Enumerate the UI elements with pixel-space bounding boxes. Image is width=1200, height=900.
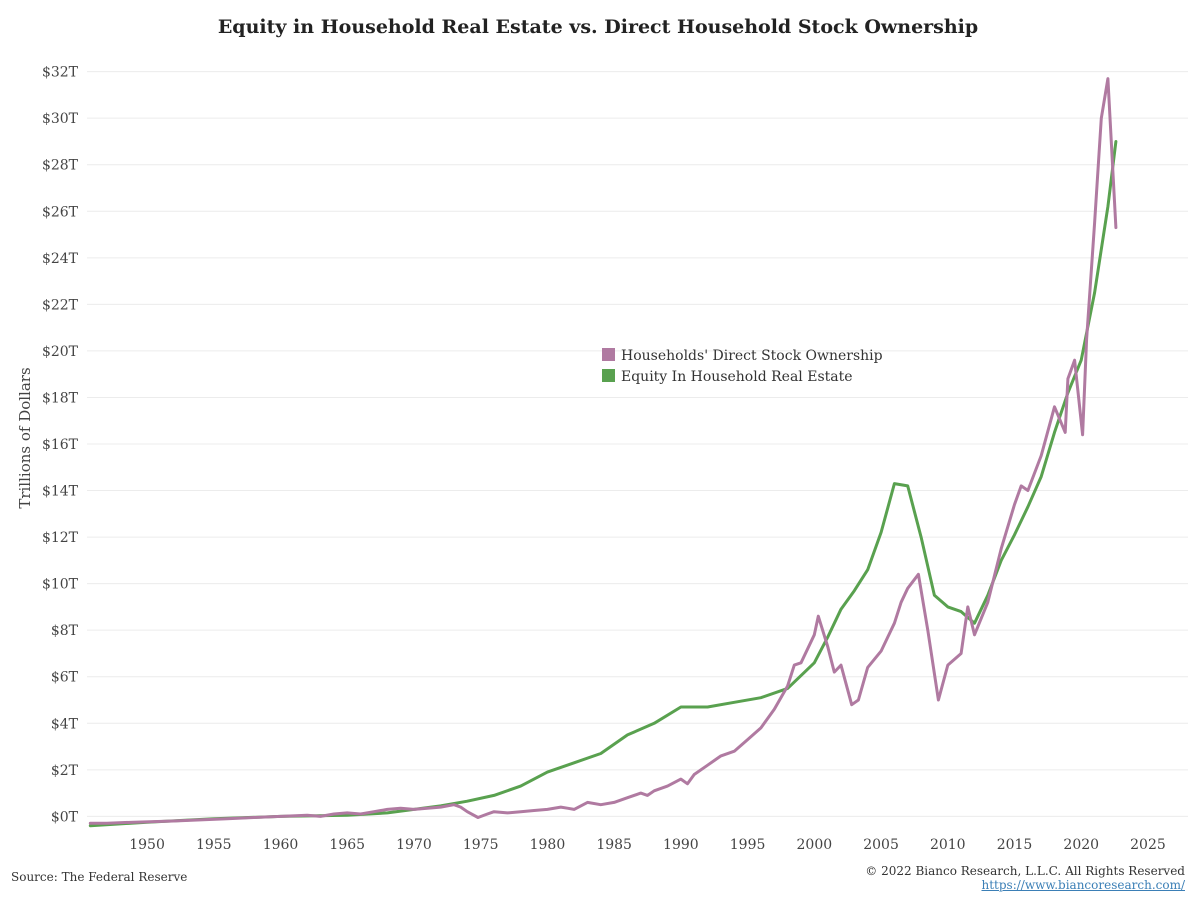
y-tick-label: $16T bbox=[42, 437, 79, 453]
x-tick-label: 1995 bbox=[730, 837, 766, 853]
y-tick-label: $18T bbox=[42, 390, 79, 406]
x-tick-label: 2025 bbox=[1130, 837, 1166, 853]
copyright-text: © 2022 Bianco Research, L.L.C. All Right… bbox=[865, 864, 1185, 878]
x-tick-label: 1990 bbox=[663, 837, 699, 853]
x-tick-label: 2020 bbox=[1063, 837, 1099, 853]
legend-swatch-stocks bbox=[602, 348, 615, 361]
x-tick-label: 2005 bbox=[863, 837, 899, 853]
y-axis-ticks: $0T $2T $4T $6T $8T $10T $12T $14T $16T $18T $20T $… bbox=[42, 65, 79, 826]
legend-label-real-estate: Equity In Household Real Estate bbox=[621, 369, 853, 385]
y-tick-label: $10T bbox=[42, 577, 79, 593]
y-tick-label: $0T bbox=[51, 809, 79, 825]
legend-swatch-real-estate bbox=[602, 369, 615, 382]
x-tick-label: 2010 bbox=[930, 837, 966, 853]
x-tick-label: 1985 bbox=[596, 837, 632, 853]
legend: Households' Direct Stock Ownership Equit… bbox=[602, 348, 883, 385]
y-tick-label: $2T bbox=[51, 763, 79, 779]
x-tick-label: 1950 bbox=[129, 837, 165, 853]
x-tick-label: 1955 bbox=[196, 837, 232, 853]
grid-lines bbox=[87, 71, 1188, 817]
y-tick-label: $32T bbox=[42, 65, 79, 81]
y-tick-label: $8T bbox=[51, 623, 79, 639]
y-tick-label: $22T bbox=[42, 297, 79, 313]
source-note: Source: The Federal Reserve bbox=[11, 870, 188, 884]
y-tick-label: $4T bbox=[51, 716, 79, 732]
y-tick-label: $28T bbox=[42, 158, 79, 174]
y-tick-label: $24T bbox=[42, 251, 79, 267]
series-lines bbox=[88, 77, 1118, 828]
chart-title: Equity in Household Real Estate vs. Dire… bbox=[218, 16, 978, 38]
x-tick-label: 1960 bbox=[263, 837, 299, 853]
y-axis-title: Trillions of Dollars bbox=[16, 367, 34, 508]
y-tick-label: $6T bbox=[51, 670, 79, 686]
y-tick-label: $14T bbox=[42, 484, 79, 500]
y-tick-label: $12T bbox=[42, 530, 79, 546]
x-axis-ticks: 1950 1955 1960 1965 1970 1975 1980 1985 1990 1995… bbox=[129, 837, 1166, 853]
copyright-block: © 2022 Bianco Research, L.L.C. All Right… bbox=[865, 864, 1185, 892]
x-tick-label: 2015 bbox=[997, 837, 1033, 853]
legend-label-stocks: Households' Direct Stock Ownership bbox=[621, 348, 883, 364]
x-tick-label: 1980 bbox=[530, 837, 566, 853]
series-line-stocks bbox=[88, 77, 1118, 825]
x-tick-label: 1975 bbox=[463, 837, 499, 853]
y-tick-label: $20T bbox=[42, 344, 79, 360]
x-tick-label: 1970 bbox=[396, 837, 432, 853]
y-tick-label: $26T bbox=[42, 204, 79, 220]
x-tick-label: 2000 bbox=[797, 837, 833, 853]
y-tick-label: $30T bbox=[42, 111, 79, 127]
website-link[interactable]: https://www.biancoresearch.com/ bbox=[981, 878, 1185, 892]
x-tick-label: 1965 bbox=[329, 837, 365, 853]
